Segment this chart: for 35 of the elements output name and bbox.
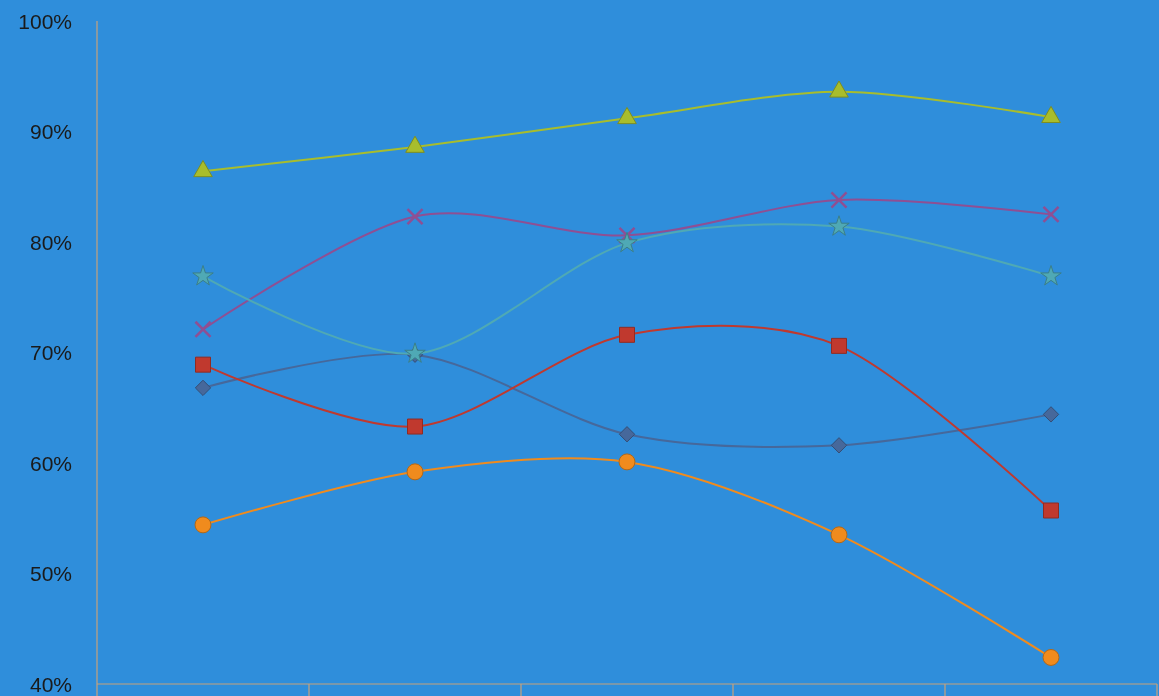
y-tick-label: 100%: [18, 9, 72, 33]
y-tick-label: 80%: [29, 230, 72, 254]
point: [1042, 649, 1060, 666]
point: [1042, 205, 1060, 224]
y-tick-label: 60%: [29, 451, 72, 475]
point: [618, 426, 636, 443]
point: [406, 463, 424, 481]
point: [828, 215, 850, 236]
y-tick-label: 40%: [29, 672, 72, 696]
point: [831, 337, 847, 354]
point: [830, 526, 848, 544]
point: [619, 326, 635, 343]
point: [194, 379, 212, 397]
point: [407, 418, 423, 435]
point: [194, 516, 212, 534]
point: [830, 437, 848, 454]
point: [1041, 105, 1061, 124]
point: [618, 226, 636, 245]
point: [1043, 502, 1059, 519]
point: [617, 106, 637, 125]
point: [830, 191, 848, 209]
point: [193, 160, 213, 178]
point: [405, 135, 425, 153]
point: [1042, 406, 1060, 423]
point: [406, 207, 424, 226]
point: [195, 356, 211, 373]
y-tick-label: 50%: [29, 562, 72, 585]
y-tick-label: 90%: [29, 120, 72, 143]
point: [1040, 264, 1062, 286]
y-tick-label: 70%: [29, 341, 72, 364]
point: [616, 231, 638, 253]
point: [618, 453, 636, 471]
point: [192, 264, 214, 286]
point: [194, 320, 212, 339]
point: [829, 80, 849, 98]
